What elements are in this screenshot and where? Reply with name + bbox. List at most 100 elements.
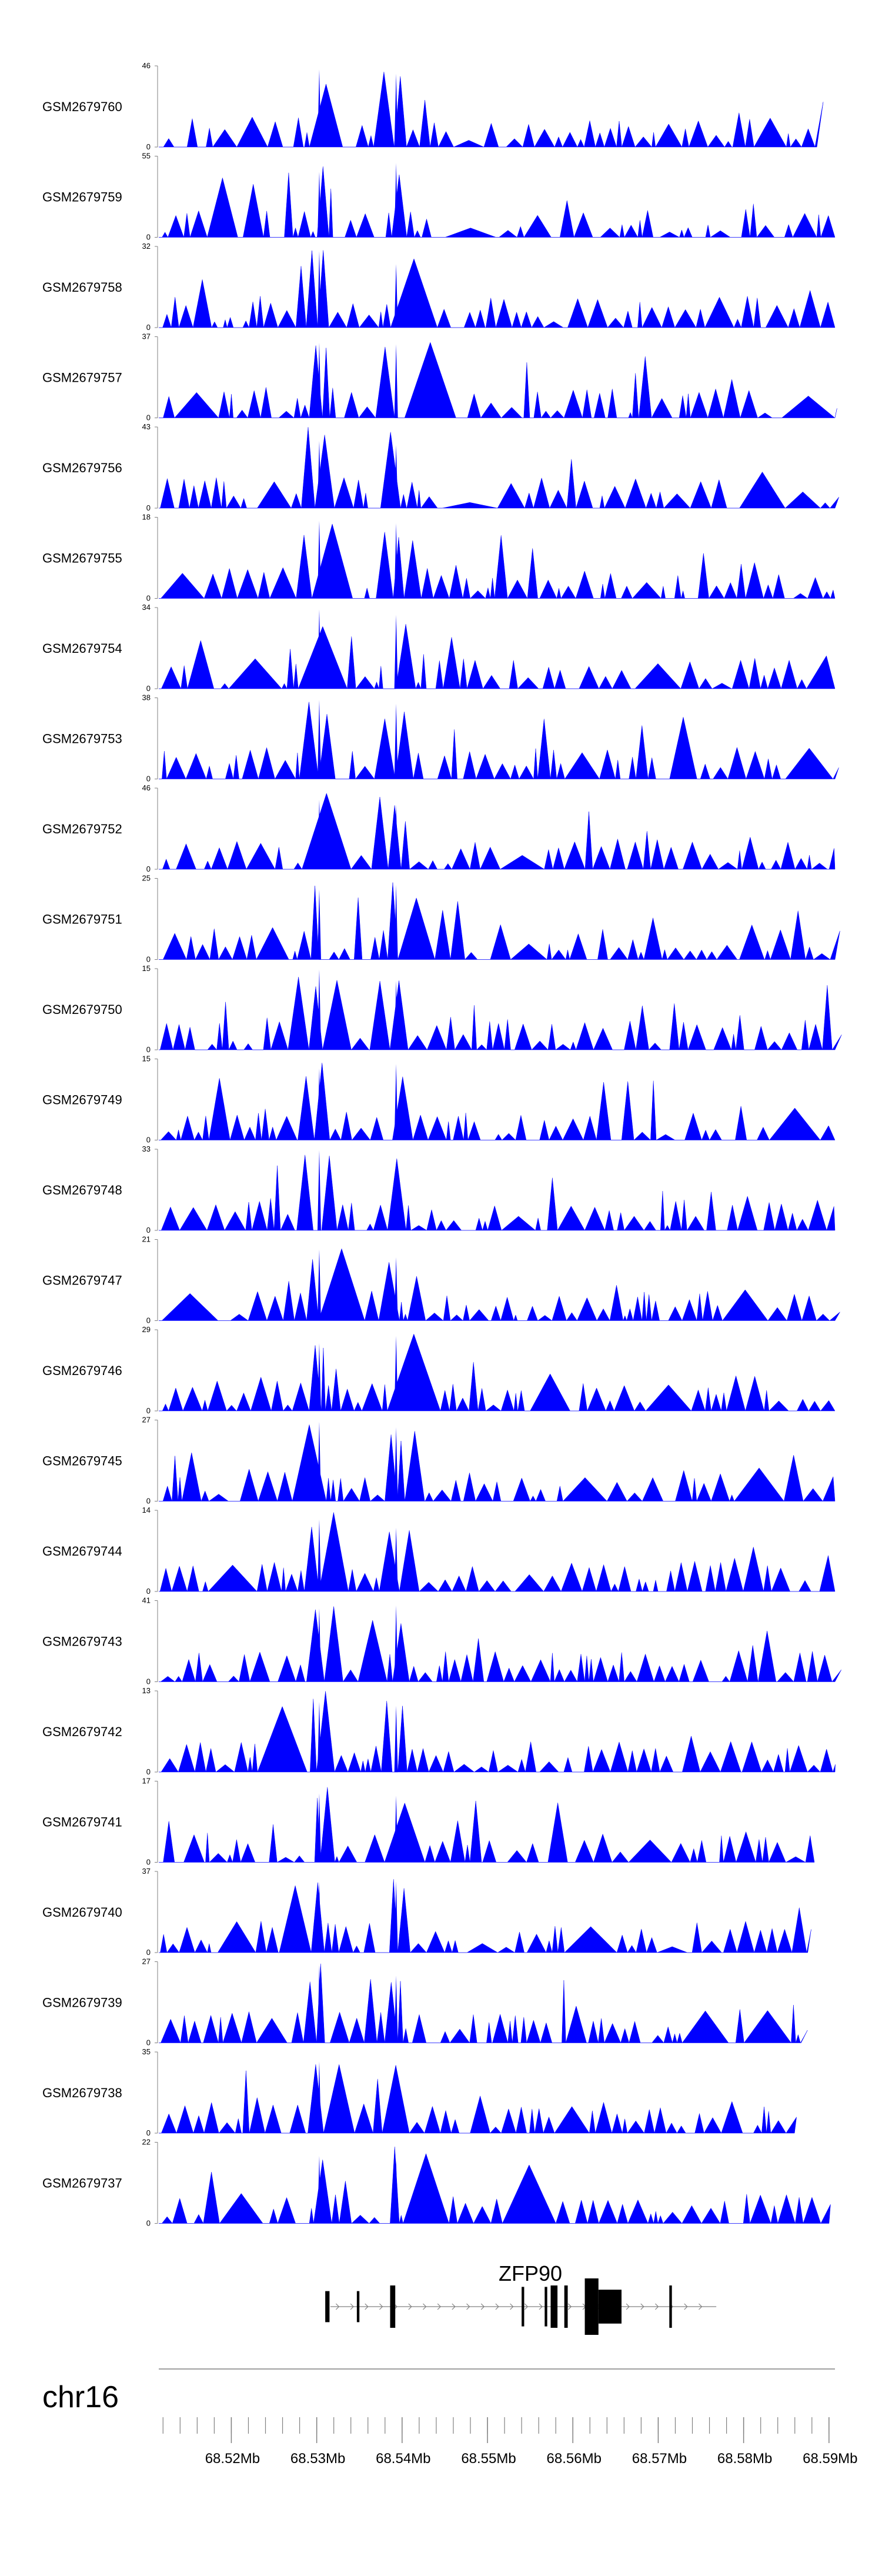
track-GSM2679746: GSM2679746 29 0 (42, 1325, 836, 1415)
track-GSM2679740: GSM2679740 37 0 (42, 1867, 811, 1957)
coverage-peak (317, 172, 321, 238)
track-GSM2679756: GSM2679756 43 0 (42, 422, 839, 512)
strand-arrow (539, 2303, 543, 2310)
track-label: GSM2679748 (42, 1183, 122, 1197)
y-max-label: 55 (142, 152, 151, 161)
coverage-peak (317, 520, 321, 599)
coverage-tracks: GSM2679760460GSM2679759550GSM2679758320G… (42, 61, 842, 2228)
track-GSM2679747: GSM2679747 21 0 (42, 1235, 840, 1325)
x-tick-label: 68.58Mb (717, 2451, 772, 2467)
strand-arrow (699, 2303, 703, 2310)
track-GSM2679752: GSM2679752 46 0 (42, 783, 836, 873)
coverage-peak (394, 885, 398, 960)
track-label: GSM2679739 (42, 1996, 122, 2010)
coverage-peak (394, 74, 398, 147)
gene-exon (669, 2285, 672, 2328)
track-label: GSM2679752 (42, 822, 122, 836)
coverage-area (159, 1787, 815, 1863)
coverage-peak (317, 889, 321, 960)
coverage-peak (394, 1064, 398, 1140)
y-max-label: 29 (142, 1325, 151, 1334)
coverage-peak (394, 1527, 398, 1591)
coverage-area (159, 427, 839, 509)
track-label: GSM2679751 (42, 912, 122, 927)
y-min-label: 0 (146, 1767, 151, 1776)
coverage-area (159, 977, 842, 1050)
coverage-peak (317, 1422, 321, 1501)
track-label: GSM2679760 (42, 99, 122, 114)
y-min-label: 0 (146, 2219, 151, 2228)
x-tick-label: 68.56Mb (547, 2451, 602, 2467)
y-min-label: 0 (146, 1497, 151, 1506)
y-max-label: 46 (142, 61, 151, 70)
track-GSM2679751: GSM2679751 25 0 (42, 874, 840, 964)
coverage-peak (317, 2061, 321, 2133)
track-label: GSM2679758 (42, 280, 122, 295)
y-min-label: 0 (146, 2038, 151, 2047)
coverage-peak (317, 969, 321, 1050)
track-label: GSM2679750 (42, 1002, 122, 1017)
y-min-label: 0 (146, 1045, 151, 1054)
track-label: GSM2679757 (42, 371, 122, 385)
y-max-label: 14 (142, 1506, 151, 1514)
y-min-label: 0 (146, 1316, 151, 1325)
strand-arrow (684, 2303, 688, 2310)
track-label: GSM2679745 (42, 1454, 122, 1469)
coverage-peak (317, 441, 321, 508)
x-tick-label: 68.52Mb (205, 2451, 260, 2467)
y-min-label: 0 (146, 1677, 151, 1686)
y-min-label: 0 (146, 594, 151, 603)
y-max-label: 38 (142, 693, 151, 702)
gene-exon (550, 2285, 558, 2328)
gene-annotation-track: ZFP90 (325, 2261, 717, 2335)
y-max-label: 43 (142, 422, 151, 431)
track-GSM2679757: GSM2679757 37 0 (42, 332, 837, 422)
coverage-area (159, 1154, 836, 1231)
coverage-area (159, 1248, 840, 1322)
y-max-label: 25 (142, 874, 151, 883)
gene-name: ZFP90 (499, 2261, 562, 2285)
y-min-label: 0 (146, 503, 151, 512)
coverage-peak (394, 615, 398, 689)
x-tick-label: 68.59Mb (803, 2451, 857, 2467)
coverage-peak (394, 445, 398, 508)
strand-arrow (452, 2303, 456, 2310)
strand-arrow (335, 2303, 340, 2310)
y-max-label: 21 (142, 1235, 151, 1244)
coverage-area (159, 72, 824, 148)
track-GSM2679744: GSM2679744 14 0 (42, 1506, 836, 1596)
coverage-peak (317, 251, 321, 328)
y-min-label: 0 (146, 2128, 151, 2137)
track-label: GSM2679749 (42, 1093, 122, 1107)
y-min-label: 0 (146, 865, 151, 873)
coverage-peak (317, 699, 321, 779)
strand-arrow (524, 2303, 529, 2310)
track-label: GSM2679746 (42, 1363, 122, 1378)
y-max-label: 37 (142, 332, 151, 341)
coverage-peak (394, 2159, 398, 2224)
y-max-label: 41 (142, 1596, 151, 1605)
track-GSM2679748: GSM2679748 33 0 (42, 1144, 836, 1234)
y-min-label: 0 (146, 1136, 151, 1144)
y-max-label: 35 (142, 2047, 151, 2056)
track-GSM2679741: GSM2679741 17 0 (42, 1777, 815, 1867)
y-min-label: 0 (146, 1226, 151, 1234)
coverage-peak (317, 1343, 321, 1411)
track-label: GSM2679740 (42, 1905, 122, 1920)
track-GSM2679749: GSM2679749 15 0 (42, 1055, 836, 1144)
track-GSM2679755: GSM2679755 18 0 (42, 513, 836, 603)
coverage-area (159, 2146, 831, 2224)
strand-arrow (437, 2303, 442, 2310)
strand-arrow (379, 2303, 383, 2310)
x-tick-label: 68.57Mb (632, 2451, 687, 2467)
coverage-peak (317, 1701, 321, 1772)
coverage-area (159, 166, 836, 238)
coverage-peak (394, 1706, 398, 1772)
coverage-peak (394, 1427, 398, 1501)
track-label: GSM2679743 (42, 1634, 122, 1649)
coverage-peak (317, 2155, 321, 2224)
strand-arrow (640, 2303, 644, 2310)
y-min-label: 0 (146, 1858, 151, 1867)
strand-arrow (423, 2303, 427, 2310)
coverage-area (159, 1333, 836, 1412)
